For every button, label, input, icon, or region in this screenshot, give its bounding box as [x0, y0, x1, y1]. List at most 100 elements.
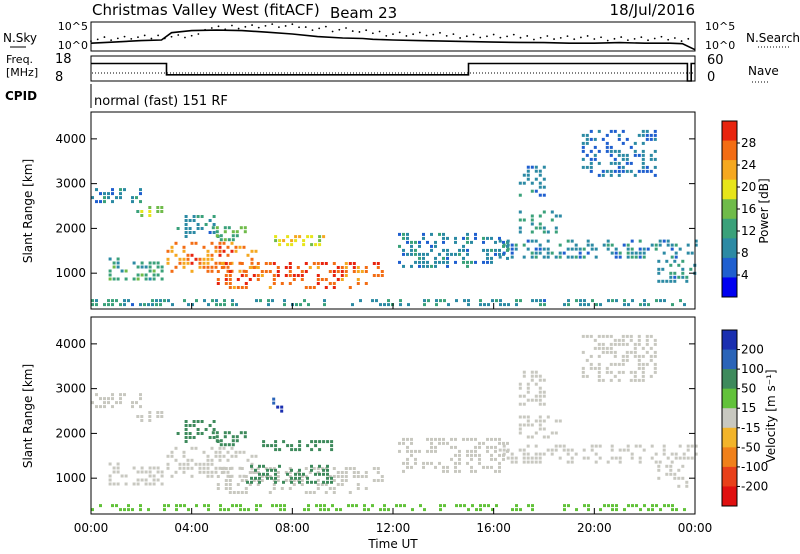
heat-cell	[585, 133, 589, 137]
heat-cell	[243, 226, 247, 230]
heat-cell	[526, 173, 530, 177]
heat-cell	[148, 261, 152, 265]
heat-cell	[266, 472, 269, 476]
heat-cell	[530, 435, 534, 439]
heat-cell	[670, 460, 674, 464]
heat-cell	[490, 256, 493, 260]
colorbar-segment	[722, 349, 737, 370]
heat-cell	[410, 453, 413, 457]
heat-cell	[170, 245, 174, 249]
heat-cell	[252, 274, 256, 277]
heat-cell	[123, 508, 126, 512]
heat-cell	[220, 262, 224, 265]
heat-cell	[670, 247, 674, 251]
heat-cell	[176, 432, 180, 435]
heat-cell	[486, 260, 489, 264]
heat-cell	[442, 469, 445, 473]
heat-cell	[356, 475, 360, 478]
heat-cell	[570, 255, 574, 259]
heat-cell	[103, 401, 106, 405]
heat-cell	[360, 475, 364, 478]
heat-cell	[645, 169, 649, 173]
noise-search-dots	[90, 23, 690, 42]
heat-cell	[300, 483, 304, 486]
heat-cell	[256, 278, 260, 281]
heat-cell	[526, 419, 530, 423]
heat-cell	[605, 169, 609, 173]
heat-cell	[625, 354, 629, 358]
heat-cell	[148, 265, 152, 269]
heat-cell	[160, 206, 164, 209]
heat-cell	[262, 444, 266, 448]
noise-dot	[512, 33, 515, 36]
heat-cell	[196, 432, 200, 435]
velocity-ylabel: Slant Range [km]	[21, 364, 35, 468]
heat-cell	[276, 274, 280, 277]
heat-cell	[288, 467, 292, 470]
noise-dot	[620, 36, 623, 38]
heat-cell	[566, 247, 570, 251]
heat-cell	[633, 378, 637, 382]
heat-cell	[639, 303, 642, 307]
heat-cell	[621, 157, 625, 161]
heat-cell	[542, 390, 546, 394]
heat-cell	[586, 243, 590, 247]
heat-cell	[238, 261, 242, 265]
heat-cell	[530, 456, 534, 460]
heat-cell	[498, 461, 501, 465]
heat-cell	[222, 446, 226, 450]
heat-cell	[223, 508, 226, 512]
heat-cell	[231, 504, 234, 508]
heat-cell	[210, 462, 214, 466]
heat-cell	[450, 437, 453, 441]
heat-cell	[526, 177, 530, 181]
heat-cell	[450, 445, 453, 449]
noise-dot	[647, 39, 649, 42]
heat-cell	[288, 479, 292, 482]
heat-cell	[598, 444, 602, 448]
heat-cell	[283, 299, 286, 303]
heat-cell	[494, 437, 497, 441]
heat-cell	[206, 470, 210, 474]
heat-cell	[223, 443, 227, 447]
colorbar-tick-label: 100	[741, 362, 764, 376]
noise-dot	[103, 36, 106, 38]
heat-cell	[339, 508, 342, 512]
heat-cell	[284, 471, 288, 474]
heat-cell	[120, 474, 124, 478]
heat-cell	[657, 279, 661, 283]
heat-cell	[286, 243, 290, 247]
heat-cell	[563, 303, 566, 307]
heat-cell	[463, 504, 466, 508]
colorbar-segment	[722, 179, 737, 200]
heat-cell	[226, 450, 230, 454]
heat-cell	[272, 401, 276, 405]
heat-cell	[192, 436, 196, 439]
heat-cell	[638, 456, 642, 460]
noise-dot	[110, 39, 113, 42]
heat-cell	[653, 350, 657, 354]
heat-cell	[694, 243, 698, 247]
heat-cell	[222, 470, 226, 474]
heat-cell	[454, 437, 457, 441]
heat-cell	[629, 145, 633, 149]
heat-cell	[148, 206, 152, 209]
heat-cell	[314, 480, 317, 484]
heat-cell	[212, 420, 216, 423]
heat-cell	[111, 393, 114, 397]
freq-unit: [MHz]	[6, 66, 38, 79]
heat-cell	[669, 263, 673, 267]
heat-cell	[498, 255, 502, 259]
heat-cell	[140, 261, 144, 265]
heat-cell	[256, 262, 260, 265]
heat-cell	[562, 448, 566, 452]
heat-cell	[174, 241, 178, 245]
heat-cell	[502, 444, 506, 448]
heat-cell	[642, 247, 646, 251]
noise-dot	[278, 26, 280, 29]
heat-cell	[466, 449, 469, 453]
heat-cell	[284, 266, 288, 269]
heat-cell	[534, 165, 538, 169]
heat-cell	[315, 504, 318, 508]
heat-cell	[328, 487, 332, 490]
